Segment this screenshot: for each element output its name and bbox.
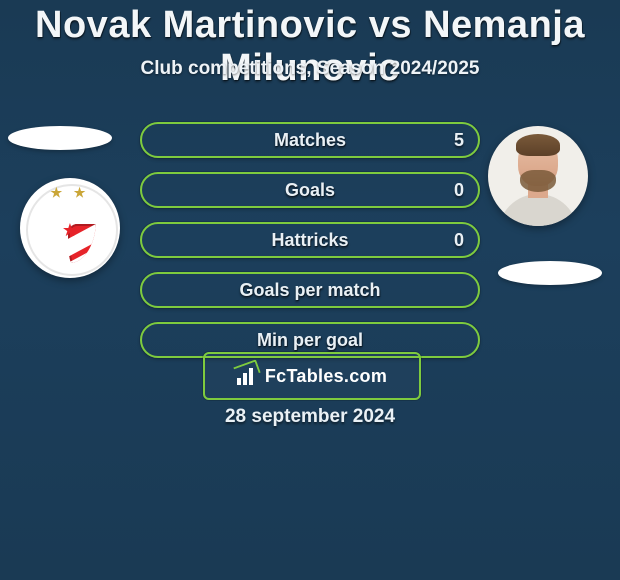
card-date: 28 september 2024 [0, 406, 620, 428]
crvena-zvezda-logo-icon: ★ ★ ★ [20, 178, 120, 278]
right-club-logo-placeholder [498, 261, 602, 285]
stat-row-matches: Matches 5 [140, 122, 480, 158]
fctables-link[interactable]: FcTables.com [203, 352, 421, 400]
stat-right-value: 0 [454, 174, 464, 206]
stat-label: Goals per match [142, 274, 478, 306]
stat-label: Goals [142, 174, 478, 206]
left-club-logo: ★ ★ ★ [20, 178, 120, 278]
right-player-photo [488, 126, 588, 226]
stat-label: Matches [142, 124, 478, 156]
stat-row-goals-per-match: Goals per match [140, 272, 480, 308]
stat-right-value: 5 [454, 124, 464, 156]
stat-label: Hattricks [142, 224, 478, 256]
left-player-photo-placeholder [8, 126, 112, 150]
stats-list: Matches 5 Goals 0 Hattricks 0 Goals per … [140, 122, 480, 372]
stat-row-hattricks: Hattricks 0 [140, 222, 480, 258]
comparison-card: Novak Martinovic vs Nemanja Milunovic Cl… [0, 0, 620, 580]
bar-chart-arrow-icon [237, 367, 257, 385]
stat-row-goals: Goals 0 [140, 172, 480, 208]
brand-text: FcTables.com [265, 366, 387, 387]
card-subtitle: Club competitions, Season 2024/2025 [0, 58, 620, 80]
stat-right-value: 0 [454, 224, 464, 256]
